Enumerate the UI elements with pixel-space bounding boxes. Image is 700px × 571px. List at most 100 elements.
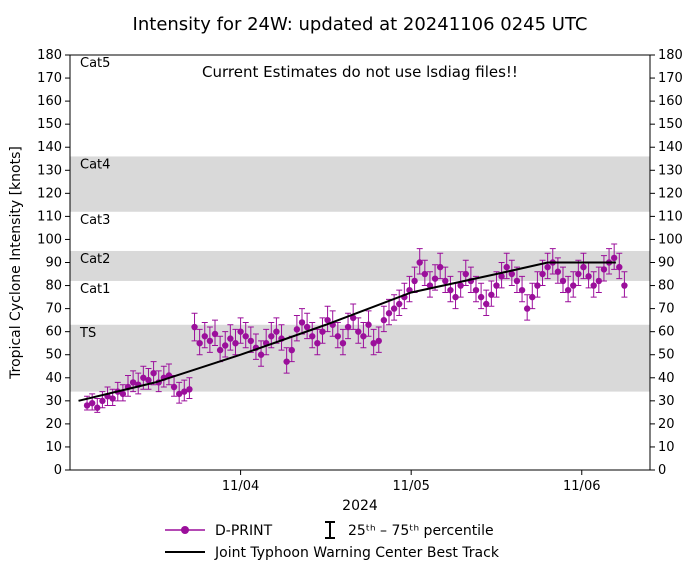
ytick-label-r: 20 — [658, 417, 675, 432]
dprint-marker — [575, 271, 581, 277]
dprint-marker — [442, 278, 448, 284]
dprint-marker — [283, 358, 289, 364]
cat-label: Cat1 — [80, 282, 110, 297]
dprint-marker — [294, 326, 300, 332]
dprint-marker — [570, 282, 576, 288]
dprint-marker — [273, 328, 279, 334]
chart-svg: 0010102020303040405050606070708080909010… — [0, 0, 700, 571]
xtick-label: 11/05 — [392, 479, 429, 494]
dprint-marker — [299, 319, 305, 325]
ytick-label-r: 180 — [658, 48, 683, 63]
dprint-marker — [463, 271, 469, 277]
legend-dprint-marker — [181, 526, 189, 534]
dprint-marker — [360, 333, 366, 339]
dprint-marker — [314, 340, 320, 346]
dprint-marker — [560, 278, 566, 284]
ytick-label: 120 — [37, 186, 62, 201]
cat-label: TS — [79, 326, 96, 341]
chart-title: Intensity for 24W: updated at 20241106 0… — [133, 14, 588, 35]
dprint-marker — [376, 338, 382, 344]
ylabel: Tropical Cyclone Intensity [knots] — [8, 146, 24, 380]
dprint-marker — [611, 255, 617, 261]
ytick-label-r: 80 — [658, 279, 675, 294]
dprint-marker — [237, 328, 243, 334]
dprint-marker — [186, 386, 192, 392]
dprint-marker — [473, 287, 479, 293]
ytick-label: 60 — [45, 325, 62, 340]
dprint-marker — [304, 324, 310, 330]
dprint-marker — [386, 310, 392, 316]
dprint-marker — [504, 264, 510, 270]
ytick-label: 20 — [45, 417, 62, 432]
dprint-marker — [335, 333, 341, 339]
xtick-label: 11/04 — [222, 479, 259, 494]
dprint-marker — [202, 333, 208, 339]
dprint-marker — [555, 269, 561, 275]
dprint-marker — [268, 333, 274, 339]
dprint-marker — [145, 377, 151, 383]
dprint-marker — [171, 384, 177, 390]
dprint-marker — [365, 322, 371, 328]
dprint-marker — [437, 264, 443, 270]
ytick-label-r: 60 — [658, 325, 675, 340]
ytick-label: 180 — [37, 48, 62, 63]
dprint-marker — [422, 271, 428, 277]
dprint-marker — [309, 333, 315, 339]
dprint-marker — [616, 264, 622, 270]
ytick-label: 130 — [37, 163, 62, 178]
dprint-marker — [411, 278, 417, 284]
dprint-marker — [601, 266, 607, 272]
dprint-marker — [217, 347, 223, 353]
cat-band — [70, 156, 650, 211]
dprint-marker — [488, 292, 494, 298]
dprint-marker — [452, 294, 458, 300]
dprint-marker — [596, 278, 602, 284]
dprint-marker — [457, 282, 463, 288]
dprint-marker — [191, 324, 197, 330]
ytick-label: 100 — [37, 232, 62, 247]
dprint-marker — [319, 328, 325, 334]
cat-label: Cat2 — [80, 252, 110, 267]
dprint-marker — [345, 324, 351, 330]
ytick-label-r: 100 — [658, 232, 683, 247]
ytick-label-r: 50 — [658, 348, 675, 363]
ytick-label-r: 160 — [658, 94, 683, 109]
dprint-marker — [580, 264, 586, 270]
ytick-label-r: 0 — [658, 463, 666, 478]
dprint-marker — [196, 340, 202, 346]
dprint-marker — [99, 398, 105, 404]
dprint-marker — [232, 340, 238, 346]
dprint-marker — [585, 273, 591, 279]
dprint-marker — [227, 335, 233, 341]
legend-percentile-label: 25ᵗʰ – 75ᵗʰ percentile — [348, 523, 494, 539]
ytick-label-r: 110 — [658, 209, 683, 224]
legend-dprint-label: D-PRINT — [215, 523, 273, 539]
ytick-label: 30 — [45, 394, 62, 409]
chart-root: 0010102020303040405050606070708080909010… — [0, 0, 700, 571]
dprint-marker — [222, 342, 228, 348]
xlabel: 2024 — [342, 498, 378, 514]
dprint-marker — [591, 282, 597, 288]
ytick-label: 110 — [37, 209, 62, 224]
dprint-marker — [432, 275, 438, 281]
ytick-label: 170 — [37, 71, 62, 86]
dprint-marker — [243, 333, 249, 339]
dprint-marker — [544, 264, 550, 270]
dprint-marker — [207, 338, 213, 344]
cat-label: Cat4 — [80, 157, 110, 172]
dprint-marker — [258, 352, 264, 358]
dprint-marker — [519, 287, 525, 293]
dprint-marker — [417, 259, 423, 265]
chart-subtitle: Current Estimates do not use lsdiag file… — [202, 63, 518, 81]
ytick-label-r: 150 — [658, 117, 683, 132]
dprint-marker — [89, 400, 95, 406]
dprint-marker — [493, 282, 499, 288]
ytick-label: 0 — [54, 463, 62, 478]
dprint-marker — [289, 347, 295, 353]
ytick-label: 140 — [37, 140, 62, 155]
dprint-marker — [381, 317, 387, 323]
ytick-label-r: 30 — [658, 394, 675, 409]
ytick-label-r: 90 — [658, 256, 675, 271]
dprint-marker — [529, 294, 535, 300]
ytick-label: 10 — [45, 440, 62, 455]
